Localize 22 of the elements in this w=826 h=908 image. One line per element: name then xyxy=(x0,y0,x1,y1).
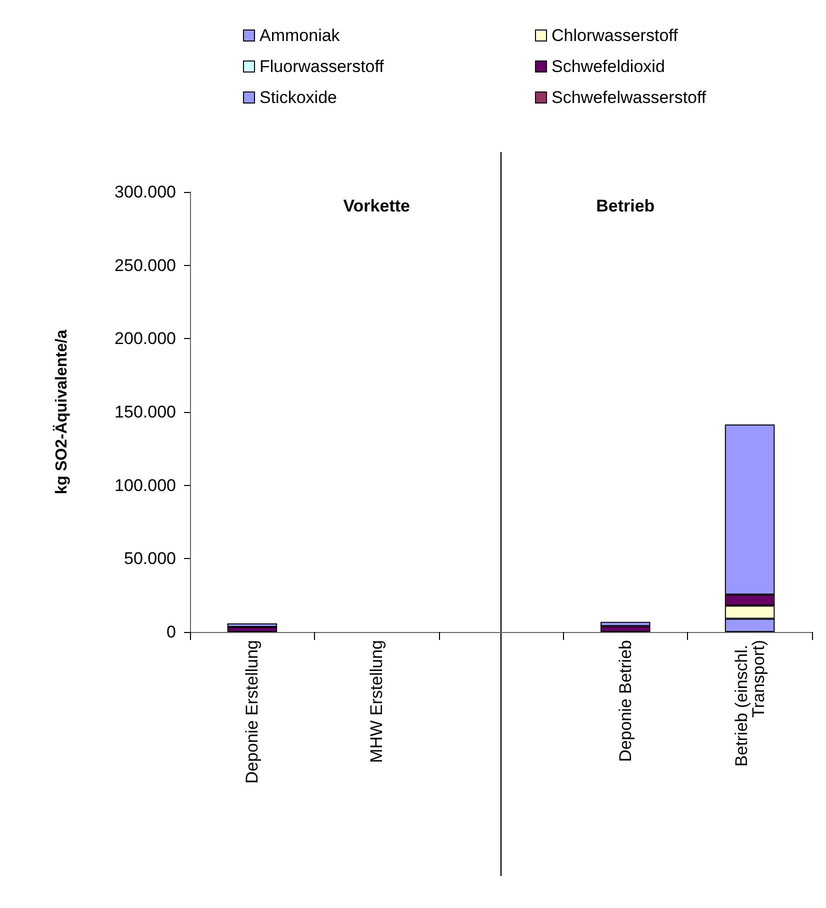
bar xyxy=(600,626,650,632)
x-tick-label: Deponie Betrieb xyxy=(616,640,635,762)
y-tick-label: 50.000 xyxy=(124,549,176,568)
y-tick-label: 0 xyxy=(166,622,176,642)
y-tick-label: 200.000 xyxy=(114,329,176,348)
x-tick-label: MHW Erstellung xyxy=(367,640,386,763)
bar xyxy=(227,627,278,632)
annotation: Betrieb xyxy=(596,196,655,216)
y-tick-label: 100.000 xyxy=(114,476,176,495)
y-tick-label: 250.000 xyxy=(114,256,176,275)
x-tick-label: Betrieb (einschl. Transport) xyxy=(732,640,768,767)
legend-label: Stickoxide xyxy=(260,88,337,107)
legend-label: Schwefeldioxid xyxy=(552,57,665,76)
x-tick-label: Deponie Erstellung xyxy=(242,640,262,784)
y-axis-title: kg SO2-Äquivalente/a xyxy=(52,330,70,494)
legend-label: Ammoniak xyxy=(260,26,340,45)
y-tick-label: 150.000 xyxy=(114,402,176,422)
y-tick-label: 300.000 xyxy=(114,182,176,202)
annotation: Vorkette xyxy=(343,196,410,216)
legend-label: Schwefelwasserstoff xyxy=(552,88,706,107)
legend-label: Chlorwasserstoff xyxy=(552,26,678,45)
legend-label: Fluorwasserstoff xyxy=(260,57,384,76)
